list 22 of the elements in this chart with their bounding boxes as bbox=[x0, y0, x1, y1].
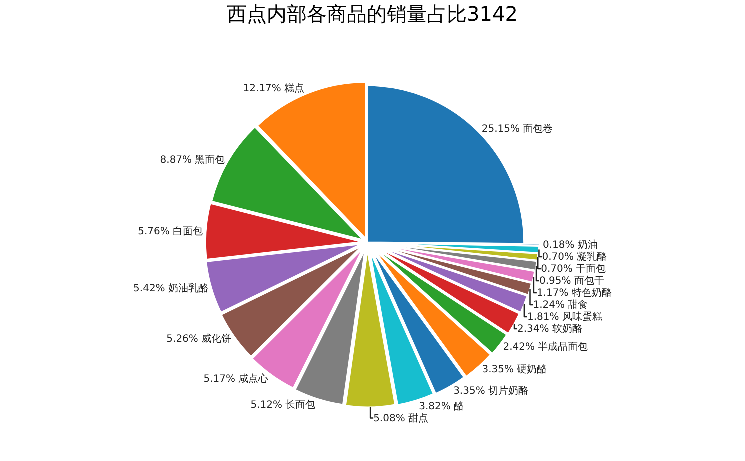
slice-label: 5.12% 长面包 bbox=[250, 398, 316, 411]
slice-label: 2.34% 软奶酪 bbox=[518, 323, 582, 336]
slice-label: 0.95% 面包干 bbox=[539, 275, 604, 288]
slice-label: 1.81% 风味蛋糕 bbox=[527, 311, 602, 324]
slice-label: 2.42% 半成品面包 bbox=[503, 340, 588, 353]
slice-label: 8.87% 黑面包 bbox=[160, 154, 226, 166]
slice-label: 5.17% 咸点心 bbox=[204, 373, 269, 386]
slice-label: 5.26% 威化饼 bbox=[166, 333, 232, 346]
slice-label: 0.70% 干面包 bbox=[541, 263, 606, 276]
slice-label: 12.17% 糕点 bbox=[243, 82, 305, 94]
slice-label: 3.82% 酪 bbox=[419, 400, 464, 412]
slice-label: 1.24% 甜食 bbox=[533, 299, 588, 312]
slice-label: 3.35% 切片奶酪 bbox=[454, 384, 529, 397]
slice-label: 25.15% 面包卷 bbox=[482, 123, 554, 136]
chart-title: 西点内部各商品的销量占比3142 bbox=[227, 2, 518, 26]
slice-label: 0.18% 奶油 bbox=[542, 239, 598, 252]
slice-label: 5.42% 奶油乳酪 bbox=[134, 282, 208, 294]
slice-label: 0.70% 凝乳酪 bbox=[542, 251, 608, 264]
slice-label: 1.17% 特色奶酪 bbox=[536, 287, 612, 300]
slice-label: 5.76% 白面包 bbox=[138, 225, 204, 238]
slice-label: 5.08% 甜点 bbox=[374, 412, 429, 424]
slice-label: 3.35% 硬奶酪 bbox=[482, 364, 548, 376]
